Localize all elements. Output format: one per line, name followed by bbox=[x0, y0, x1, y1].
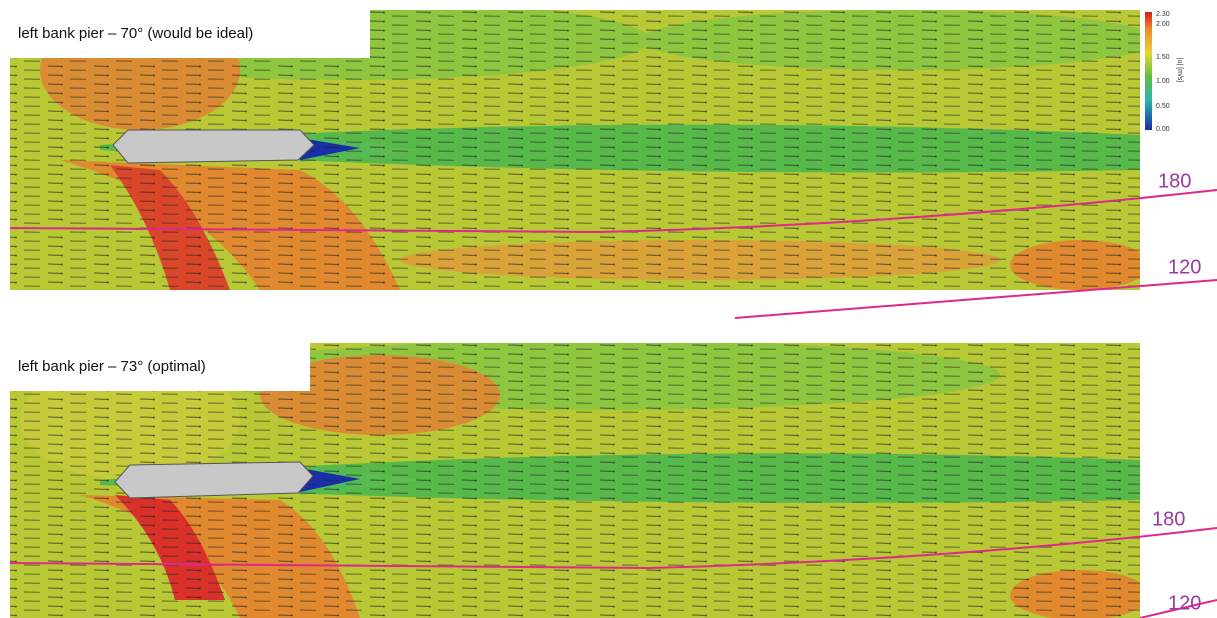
colorbar-tick: 0.00 bbox=[1156, 126, 1170, 133]
colorbar-tick: 1.00 bbox=[1156, 78, 1170, 85]
panel-label: left bank pier – 73° (optimal) bbox=[18, 358, 206, 375]
contour-label: 180 bbox=[1152, 508, 1185, 530]
contour-label: 120 bbox=[1168, 592, 1201, 614]
contour-label: 120 bbox=[1168, 256, 1201, 278]
page: left bank pier – 70° (would be ideal) le… bbox=[0, 0, 1217, 618]
figure: left bank pier – 70° (would be ideal) le… bbox=[0, 0, 1217, 618]
colorbar-tick: 1.50 bbox=[1156, 54, 1170, 61]
colorbar-label: |u| [m/s] bbox=[1176, 58, 1183, 83]
colorbar-tick: 2.00 bbox=[1156, 21, 1170, 28]
contour-label: 180 bbox=[1158, 170, 1191, 192]
colorbar-tick: 2.30 bbox=[1156, 11, 1170, 18]
panel-label: left bank pier – 70° (would be ideal) bbox=[18, 25, 253, 42]
colorbar-tick: 0.50 bbox=[1156, 103, 1170, 110]
colorbar bbox=[1145, 12, 1152, 130]
